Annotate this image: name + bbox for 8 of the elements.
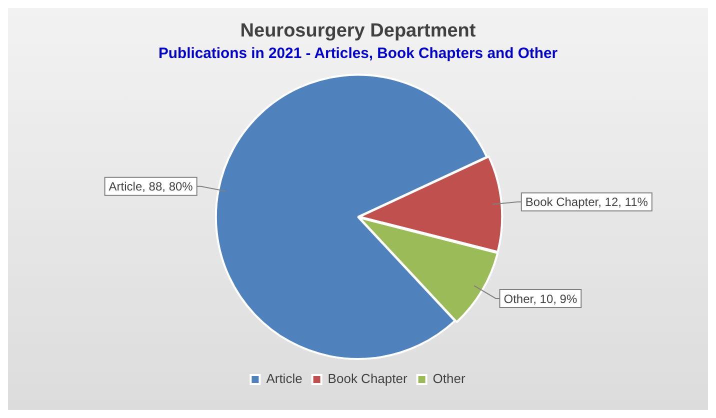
data-label: Other, 10, 9% [504,292,578,306]
legend-label: Book Chapter [328,371,408,386]
chart-subtitle: Publications in 2021 - Articles, Book Chapters and Other [158,44,558,62]
data-label: Article, 88, 80% [108,180,194,194]
chart-title: Neurosurgery Department [240,20,476,42]
data-label: Book Chapter, 12, 11% [525,195,648,210]
legend-label: Article [266,371,302,386]
legend-label: Other [432,371,466,386]
